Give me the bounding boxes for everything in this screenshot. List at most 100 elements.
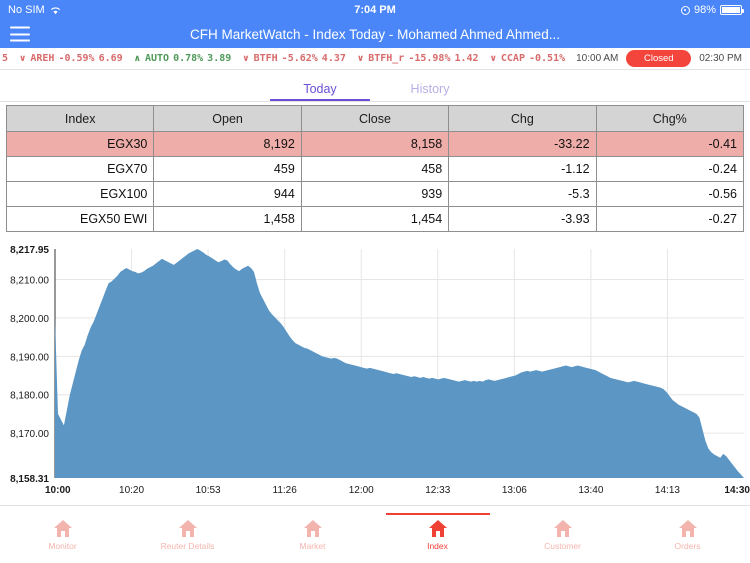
ticker-change: -5.62% — [281, 53, 318, 64]
arrow-up-icon: ∧ — [133, 53, 141, 64]
bottom-tab-customer[interactable]: Customer — [500, 506, 625, 563]
cell-open: 459 — [153, 156, 302, 182]
ticker-price: 1.42 — [454, 53, 479, 64]
cell-index: EGX100 — [5, 181, 155, 207]
index-table: Index Open Close Chg Chg% EGX30 8,192 8,… — [5, 105, 745, 232]
cell-chg: -3.93 — [448, 206, 597, 232]
market-open-time: 10:00 AM — [576, 53, 619, 64]
segment-tabs: Today History — [0, 70, 750, 102]
status-bar-right: 98% — [680, 4, 744, 16]
column-header-chgpct[interactable]: Chg% — [595, 105, 745, 132]
ticker-price: 3.89 — [207, 53, 232, 64]
cell-chg: -5.3 — [448, 181, 597, 207]
bottom-tab-orders[interactable]: Orders — [625, 506, 750, 563]
svg-text:11:26: 11:26 — [273, 485, 298, 496]
bottom-tab-label: Market — [299, 541, 326, 551]
arrow-down-icon: ∨ — [242, 53, 250, 64]
battery-percent-label: 98% — [693, 4, 716, 16]
intraday-chart-svg: 8,217.95 8,210.00 8,200.00 8,190.00 8,180.00… — [10, 245, 750, 496]
ticker-item-ccap[interactable]: ∨ CCAP -0.51% — [490, 53, 566, 64]
cell-close: 1,454 — [300, 206, 450, 232]
svg-text:8,180.00: 8,180.00 — [10, 391, 49, 402]
home-icon — [427, 518, 449, 538]
svg-text:13:40: 13:40 — [578, 485, 603, 496]
cell-chgpct: -0.27 — [595, 206, 745, 232]
home-icon — [177, 518, 199, 538]
cell-open: 1,458 — [153, 206, 302, 232]
tab-today[interactable]: Today — [265, 82, 375, 101]
cell-chgpct: -0.41 — [595, 131, 745, 157]
ticker-symbol: BTFH — [253, 53, 278, 64]
ticker-symbol: BTFH_r — [368, 53, 405, 64]
battery-icon — [720, 5, 744, 15]
nav-bar: CFH MarketWatch - Index Today - Mohamed … — [0, 20, 750, 48]
ticker-item-auto[interactable]: ∧ AUTO 0.78% 3.89 — [134, 53, 232, 64]
bottom-tab-label: Customer — [544, 541, 581, 551]
tab-history-label: History — [410, 82, 450, 96]
market-close-time: 02:30 PM — [699, 53, 742, 64]
intraday-chart[interactable]: 8,217.95 8,210.00 8,200.00 8,190.00 8,180.00… — [0, 241, 750, 506]
table-header-row: Index Open Close Chg Chg% — [5, 105, 745, 132]
ticker-symbol: AREH — [30, 53, 55, 64]
status-bar-clock: 7:04 PM — [354, 4, 396, 16]
page-title: CFH MarketWatch - Index Today - Mohamed … — [190, 26, 560, 42]
svg-text:8,200.00: 8,200.00 — [10, 314, 49, 325]
ticker-symbol: CCAP — [500, 53, 525, 64]
home-icon — [552, 518, 574, 538]
svg-text:8,158.31: 8,158.31 — [10, 474, 49, 485]
bottom-tab-label: Reuter Details — [160, 541, 215, 551]
ticker-item-btfh-r[interactable]: ∨ BTFH_r -15.98% 1.42 — [357, 53, 479, 64]
hamburger-menu-icon[interactable] — [10, 26, 30, 42]
bottom-tab-label: Index — [427, 541, 448, 551]
ticker-price: 6.69 — [98, 53, 123, 64]
table-row[interactable]: EGX70 459 458 -1.12 -0.24 — [5, 156, 745, 182]
cell-open: 944 — [153, 181, 302, 207]
table-row[interactable]: EGX50 EWI 1,458 1,454 -3.93 -0.27 — [5, 206, 745, 232]
svg-text:8,210.00: 8,210.00 — [10, 276, 49, 287]
bottom-tab-index[interactable]: Index — [375, 506, 500, 563]
home-icon — [677, 518, 699, 538]
bottom-tab-monitor[interactable]: Monitor — [0, 506, 125, 563]
column-header-open[interactable]: Open — [153, 105, 302, 132]
tab-today-label: Today — [303, 82, 337, 96]
svg-text:8,170.00: 8,170.00 — [10, 429, 49, 440]
svg-text:14:30: 14:30 — [724, 485, 750, 496]
cell-chg: -33.22 — [448, 131, 597, 157]
svg-text:8,217.95: 8,217.95 — [10, 245, 49, 256]
arrow-down-icon: ∨ — [19, 53, 27, 64]
svg-text:10:00: 10:00 — [45, 485, 71, 496]
ticker-item-areh[interactable]: ∨ AREH -0.59% 6.69 — [19, 53, 123, 64]
bottom-tab-label: Monitor — [48, 541, 77, 551]
column-header-index[interactable]: Index — [5, 105, 155, 132]
svg-text:14:13: 14:13 — [655, 485, 680, 496]
bottom-tab-reuter-details[interactable]: Reuter Details — [125, 506, 250, 563]
cell-chgpct: -0.56 — [595, 181, 745, 207]
market-ticker-bar[interactable]: 5 ∨ AREH -0.59% 6.69 ∧ AUTO 0.78% 3.89 ∨… — [0, 48, 750, 70]
home-icon — [52, 518, 74, 538]
table-row[interactable]: EGX30 8,192 8,158 -33.22 -0.41 — [5, 131, 745, 157]
tab-history[interactable]: History — [375, 82, 485, 101]
ticker-change: 0.78% — [173, 53, 204, 64]
svg-text:12:00: 12:00 — [349, 485, 374, 496]
bottom-tab-bar: Monitor Reuter Details Market Index Cust… — [0, 505, 750, 563]
status-bar-left: No SIM — [8, 4, 61, 16]
table-row[interactable]: EGX100 944 939 -5.3 -0.56 — [5, 181, 745, 207]
ticker-symbol: AUTO — [144, 53, 170, 64]
ios-status-bar: No SIM 7:04 PM 98% — [0, 0, 750, 20]
cell-index: EGX30 — [5, 131, 155, 157]
cell-chgpct: -0.24 — [595, 156, 745, 182]
cell-close: 939 — [300, 181, 450, 207]
status-badge: Closed — [626, 50, 692, 67]
index-table-container: Index Open Close Chg Chg% EGX30 8,192 8,… — [0, 102, 750, 232]
location-icon — [680, 5, 690, 15]
home-icon — [302, 518, 324, 538]
ticker-item-btfh[interactable]: ∨ BTFH -5.62% 4.37 — [242, 53, 346, 64]
ticker-change: -15.98% — [408, 53, 451, 64]
bottom-tab-market[interactable]: Market — [250, 506, 375, 563]
svg-text:12:33: 12:33 — [425, 485, 450, 496]
column-header-chg[interactable]: Chg — [448, 105, 597, 132]
cell-close: 458 — [300, 156, 450, 182]
column-header-close[interactable]: Close — [300, 105, 450, 132]
cell-chg: -1.12 — [448, 156, 597, 182]
